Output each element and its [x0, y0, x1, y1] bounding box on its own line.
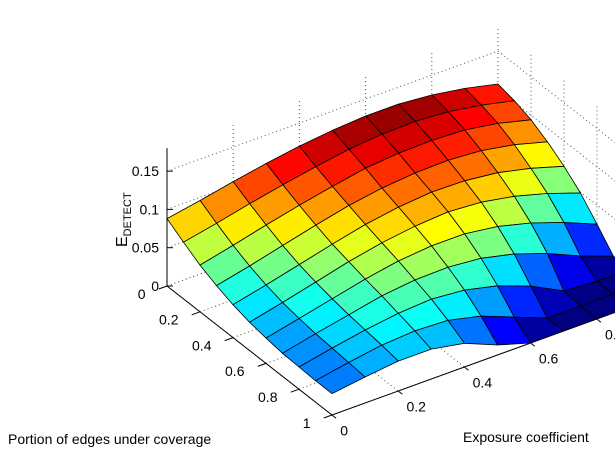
y-tick-mark	[464, 366, 469, 371]
y-tick-mark	[397, 390, 403, 395]
y-axis-label: Exposure coefficient	[463, 429, 589, 445]
x-tick-label: 0.2	[159, 312, 179, 328]
z-tick-label: 0	[151, 278, 159, 294]
x-tick-mark	[257, 362, 267, 367]
wall-grid-line	[497, 127, 615, 220]
x-tick-label: 0.4	[192, 337, 212, 353]
z-tick-label: 0.1	[140, 201, 160, 217]
x-tick-label: 1	[303, 415, 311, 431]
surface-patch	[315, 362, 366, 395]
y-tick-mark	[596, 318, 602, 323]
x-tick-mark	[224, 337, 234, 342]
y-tick-mark	[530, 342, 536, 347]
x-tick-mark	[290, 388, 300, 393]
z-tick-label: 0.15	[132, 163, 159, 179]
surface-layer	[166, 83, 615, 395]
x-axis-label: Portion of edges under coverage	[8, 431, 211, 447]
y-tick-label: 0.8	[605, 326, 615, 342]
y-tick-label: 0.4	[473, 374, 493, 390]
x-tick-label: 0.8	[258, 389, 278, 405]
x-tick-mark	[158, 285, 168, 290]
z-axis-label: EDETECT	[114, 192, 134, 247]
axis-line	[166, 285, 333, 416]
x-tick-label: 0.6	[225, 363, 245, 379]
wall-grid-line	[497, 50, 615, 144]
z-axis-label-main: E	[114, 236, 131, 247]
y-tick-mark	[331, 414, 337, 419]
x-tick-mark	[191, 311, 201, 316]
y-tick-label: 0.2	[406, 398, 426, 414]
wall-grid-line	[497, 89, 615, 182]
z-tick-label: 0.05	[132, 240, 159, 256]
x-tick-mark	[323, 414, 333, 419]
z-axis-label-sub: DETECT	[122, 192, 134, 236]
wall-grid-line	[166, 50, 499, 172]
x-tick-label: 0	[138, 286, 146, 302]
y-tick-label: 0	[340, 422, 348, 438]
y-tick-label: 0.6	[539, 350, 559, 366]
